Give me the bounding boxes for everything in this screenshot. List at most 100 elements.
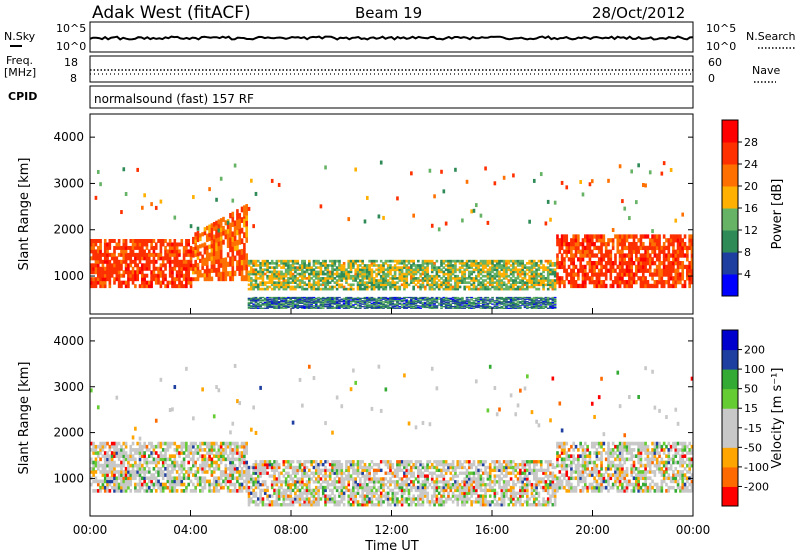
power-cell [224,257,228,263]
power-cell [542,302,545,304]
power-cell [375,305,378,308]
power-cell [301,261,304,265]
power-cell [259,307,262,309]
velocity-cell [141,451,144,455]
velocity-cell [108,476,112,481]
power-cell [99,239,102,243]
power-cell [458,261,462,265]
velocity-cell [136,482,139,487]
power-cell [215,254,218,260]
power-cell [340,305,344,308]
power-cell [407,303,411,305]
power-cell [549,268,552,272]
power-cell [368,279,371,282]
power-cell [570,276,573,281]
power-cell [338,306,341,309]
power-cell [266,303,269,305]
power-cell [226,233,230,239]
power-cell [623,283,627,289]
power-cell [423,268,427,272]
power-cell [347,277,351,280]
velocity-cell [94,489,98,493]
power-cell [291,279,295,282]
power-cell [210,268,214,273]
power-cell [433,305,436,307]
power-cell [653,234,657,239]
power-cell [688,276,691,281]
power-cell [294,301,297,303]
velocity-cell [106,441,109,446]
power-cell [150,242,153,247]
velocity-cell [136,451,139,455]
velocity-cell [203,482,207,487]
power-cell [514,268,518,272]
power-cell [106,249,109,254]
velocity-cell [194,463,197,468]
power-cell [301,299,304,301]
power-cell [287,301,290,303]
power-cell [326,297,330,300]
power-cell [426,283,429,287]
power-cell [683,280,687,285]
velocity-cell [164,473,167,477]
power-cell [560,234,564,239]
velocity-cell [236,466,239,471]
power-cell [430,279,434,282]
power-cell [491,281,494,284]
power-cell [479,305,483,307]
power-cell [173,259,177,264]
power-cell [289,298,293,300]
power-cell [317,307,320,309]
velocity-cell [171,476,174,481]
power-cell [110,273,114,278]
power-cell [417,301,420,304]
power-cell [382,283,385,287]
power-cell [314,301,318,303]
power-cell [233,255,237,262]
power-cell [326,305,330,308]
power-cell [433,297,436,300]
power-cell [417,301,420,303]
velocity-cell [99,451,102,455]
power-cell [410,299,413,301]
power-cell [261,302,265,304]
power-cell [294,281,297,284]
power-cell [600,257,603,262]
power-cell [201,254,204,259]
velocity-cell [210,441,214,446]
velocity-cell [147,485,151,490]
power-cell [481,270,485,274]
power-cell [326,287,330,291]
power-cell [398,302,402,304]
power-cell [280,285,283,289]
power-cell [349,264,353,267]
velocity-cell [143,451,146,455]
power-cell [648,260,652,266]
power-cell [92,284,95,289]
power-cell [217,258,221,264]
power-cell [428,283,432,287]
power-cell [382,264,385,267]
power-cell [667,241,671,247]
power-cell [338,274,341,278]
power-cell [370,296,374,299]
power-cell [484,166,487,171]
power-cell [498,306,501,309]
power-cell [470,305,473,307]
power-cell [291,287,295,291]
velocity-cell [231,457,235,462]
power-cell [391,259,395,263]
power-cell [521,302,524,304]
power-cell [479,272,483,276]
power-cell [164,277,167,282]
power-cell [113,263,116,268]
power-cell [470,279,473,282]
power-cell [479,264,483,267]
power-cell [544,283,548,287]
power-cell [356,264,360,267]
power-cell [465,285,469,289]
velocity-cell [147,470,151,474]
power-cell [535,279,538,282]
power-cell [428,307,432,309]
power-cell [347,259,351,263]
